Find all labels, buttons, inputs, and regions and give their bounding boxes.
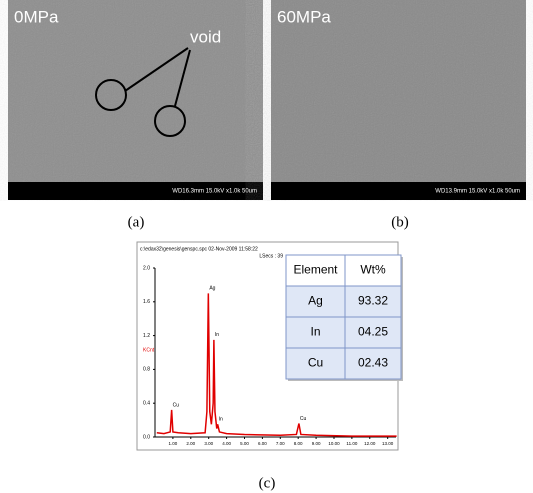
y-axis-label: KCnt (143, 347, 155, 353)
spectrum-subheader: LSecs : 39 (259, 253, 283, 259)
caption: (b) (391, 214, 409, 230)
x-tick-label: 10.00 (328, 441, 340, 446)
y-tick-label: 2.0 (143, 265, 150, 271)
void-circle (95, 79, 127, 111)
x-tick-label: 3.00 (204, 441, 213, 446)
pointer (124, 47, 189, 92)
peak-label: Cu (173, 402, 180, 408)
x-tick-label: 9.00 (312, 441, 321, 446)
x-tick-label: 13.00 (382, 441, 394, 446)
x-tick-label: 8.00 (294, 441, 303, 446)
peak-label: In (219, 417, 223, 423)
y-tick-label: 1.6 (143, 299, 150, 305)
table-text: 93.32 (358, 294, 388, 308)
panel-label: 0MPa (14, 7, 59, 26)
x-tick-label: 1.00 (169, 441, 178, 446)
x-tick-label: 11.00 (346, 441, 357, 446)
info-bar (8, 182, 263, 200)
y-tick-label: 0.4 (143, 401, 150, 407)
table-text: Cu (308, 356, 323, 370)
noise (8, 0, 263, 182)
y-tick-label: 0.0 (143, 434, 150, 440)
table-cell (344, 347, 402, 380)
x-tick-label: 12.00 (364, 441, 376, 446)
x-tick-label: 4.00 (222, 441, 231, 446)
table-text: In (310, 325, 320, 339)
x-tick-label: 6.00 (258, 441, 267, 446)
table-cell (344, 316, 402, 349)
info-bar (271, 182, 526, 200)
table-text: 04.25 (358, 325, 388, 339)
table-text: 02.43 (358, 356, 388, 370)
x-tick-label: 2.00 (186, 441, 195, 446)
noise (271, 0, 526, 182)
caption: (a) (128, 214, 145, 230)
caption: (c) (259, 475, 276, 491)
spectrum-line (156, 293, 397, 437)
table-cell (344, 254, 402, 287)
y-tick-label: 1.2 (143, 333, 150, 339)
info-text: WD13.9mm 15.0kV x1.0k 50um (435, 189, 520, 195)
void-circle (154, 105, 186, 137)
table-cell (285, 347, 346, 380)
table-text: Element (293, 263, 338, 277)
spectrum-header: c:\edax32\genesis\genspc.spc 02-Nov-2009… (140, 246, 258, 252)
peak-label: Ag (209, 286, 215, 292)
y-tick-label: 0.8 (143, 367, 150, 373)
pointer (174, 49, 191, 107)
void-label: void (190, 27, 221, 46)
info-text: WD16.3mm 15.0kV x1.0k 50um (172, 189, 257, 195)
x-tick-label: 7.00 (276, 441, 285, 446)
table-cell (344, 285, 402, 318)
panel-label: 60MPa (277, 7, 331, 26)
x-tick-label: 5.00 (240, 441, 249, 446)
peak-label: In (215, 332, 219, 338)
peak-label: Cu (300, 416, 307, 422)
table-text: Ag (308, 294, 323, 308)
table-text: Wt% (360, 263, 386, 277)
